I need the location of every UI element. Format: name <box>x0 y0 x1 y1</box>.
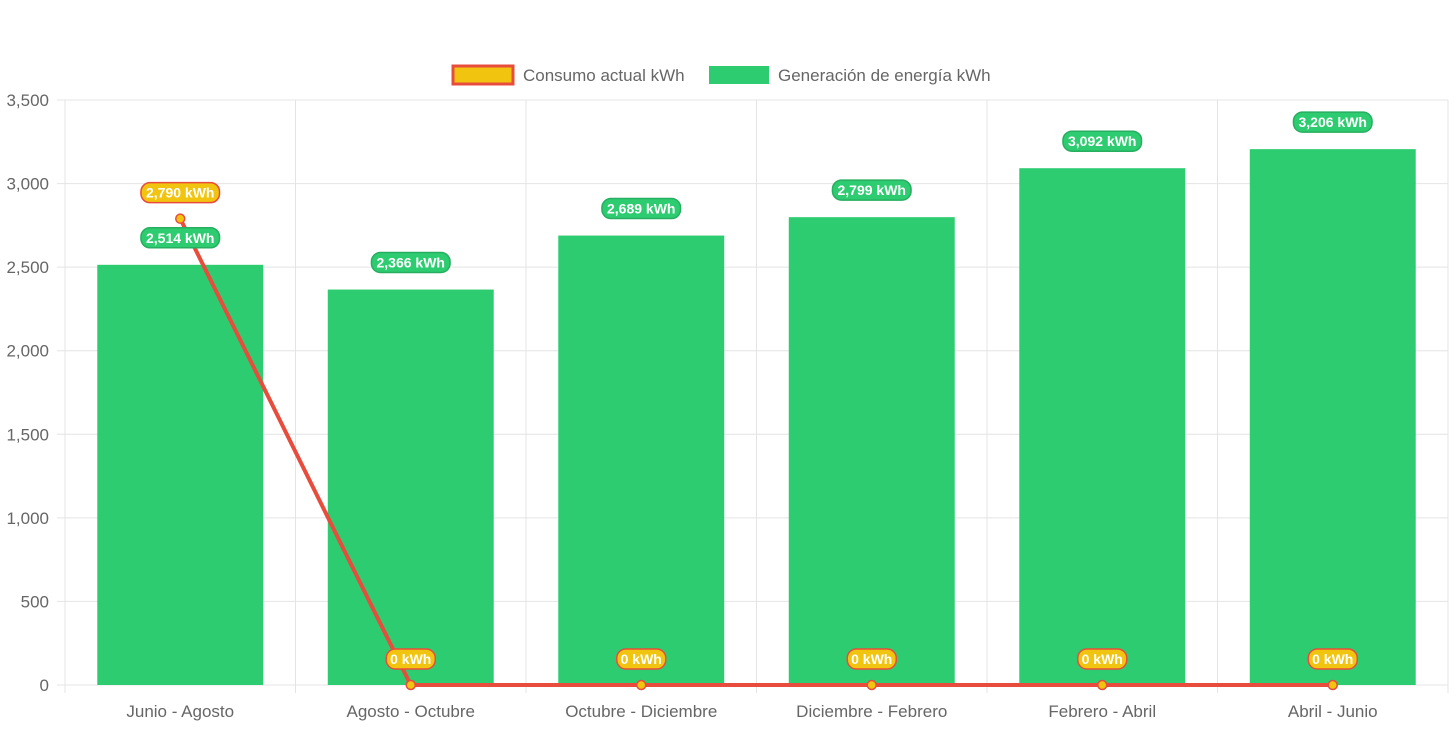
legend-label-generacion: Generación de energía kWh <box>778 66 991 85</box>
legend-item-generacion[interactable]: Generación de energía kWh <box>709 66 991 85</box>
x-tick-label: Octubre - Diciembre <box>565 702 717 721</box>
line-series-consumo <box>175 213 1338 691</box>
bar[interactable] <box>1249 149 1416 685</box>
line-point[interactable] <box>405 679 416 691</box>
line-value-label: 0 kWh <box>385 648 436 670</box>
line-point[interactable] <box>175 213 186 224</box>
line-value-label-bg <box>846 648 897 670</box>
line-point[interactable] <box>636 679 647 691</box>
bar-value-label-text: 3,206 kWh <box>1299 114 1367 130</box>
y-tick-label: 3,500 <box>6 91 49 110</box>
bar-value-label: 2,366 kWh <box>370 251 451 274</box>
y-tick-label: 500 <box>21 592 49 611</box>
bar[interactable] <box>1019 168 1186 686</box>
bar-value-label-bg <box>370 251 451 274</box>
bar-value-label-text: 2,799 kWh <box>838 182 906 198</box>
bar-value-label: 2,689 kWh <box>601 197 682 220</box>
bar-value-label-bg <box>831 179 912 201</box>
bar-value-label: 3,092 kWh <box>1062 130 1143 152</box>
grid <box>57 99 1449 693</box>
line-value-label: 0 kWh <box>1307 648 1358 670</box>
line-value-label-bg <box>616 648 667 670</box>
x-tick-label: Junio - Agosto <box>126 702 234 721</box>
line-value-label-bg <box>1307 648 1358 670</box>
consumo-line <box>178 217 1333 687</box>
legend-item-consumo[interactable]: Consumo actual kWh <box>451 64 685 86</box>
x-tick-label: Febrero - Abril <box>1048 702 1156 721</box>
x-tick-label: Agosto - Octubre <box>346 702 475 721</box>
line-value-label: 0 kWh <box>846 648 897 670</box>
bar[interactable] <box>558 235 725 685</box>
y-tick-label: 2,500 <box>6 258 49 277</box>
y-tick-label: 3,000 <box>6 175 49 194</box>
bar[interactable] <box>97 264 264 685</box>
bar[interactable] <box>788 217 955 685</box>
line-value-label: 2,790 kWh <box>140 181 221 204</box>
bar-value-label-text: 2,689 kWh <box>607 201 675 217</box>
line-value-label-text: 0 kWh <box>1082 651 1123 667</box>
line-point[interactable] <box>866 679 877 691</box>
bar-value-label-bg <box>140 227 221 249</box>
line-value-label: 0 kWh <box>616 648 667 670</box>
bar-value-label-text: 2,366 kWh <box>377 255 445 271</box>
line-value-label-bg <box>140 181 221 204</box>
legend-swatch-consumo <box>451 64 515 86</box>
y-tick-label: 1,500 <box>6 425 49 444</box>
bar-value-label-text: 2,514 kWh <box>146 230 214 246</box>
line-value-label-text: 0 kWh <box>851 651 892 667</box>
line-value-label-text: 0 kWh <box>1312 651 1353 667</box>
bar-value-label: 2,799 kWh <box>831 179 912 201</box>
y-tick-label: 0 <box>40 676 49 695</box>
bar-value-label-bg <box>1292 111 1373 133</box>
bar-value-label-bg <box>601 197 682 220</box>
bar-value-label: 2,514 kWh <box>140 227 221 249</box>
legend-label-consumo: Consumo actual kWh <box>523 66 685 85</box>
line-point[interactable] <box>1327 679 1338 691</box>
x-tick-label: Abril - Junio <box>1288 702 1378 721</box>
bar-value-label-text: 3,092 kWh <box>1068 133 1136 149</box>
line-value-label: 0 kWh <box>1077 648 1128 670</box>
y-tick-label: 1,000 <box>6 509 49 528</box>
bar-value-label: 3,206 kWh <box>1292 111 1373 133</box>
line-value-label-bg <box>385 648 436 670</box>
bar-value-label-bg <box>1062 130 1143 152</box>
x-tick-label: Diciembre - Febrero <box>796 702 947 721</box>
bar-series-generacion <box>97 149 1416 686</box>
line-value-label-text: 0 kWh <box>621 651 662 667</box>
line-point[interactable] <box>1097 679 1108 691</box>
y-tick-label: 2,000 <box>6 342 49 361</box>
legend: Consumo actual kWh Generación de energía… <box>451 64 991 86</box>
data-labels: 2,514 kWh 2,366 kWh 2,689 kWh 2,799 kWh 3,09… <box>140 111 1373 670</box>
line-value-label-text: 0 kWh <box>390 651 431 667</box>
x-axis: Junio - Agosto Agosto - Octubre Octubre - … <box>126 702 1377 721</box>
legend-swatch-generacion <box>709 66 769 84</box>
y-axis: 0 500 1,000 1,500 2,000 2,500 3,000 3,500 <box>6 91 49 695</box>
line-value-label-bg <box>1077 648 1128 670</box>
bar[interactable] <box>327 289 494 685</box>
line-value-label-text: 2,790 kWh <box>146 185 214 201</box>
